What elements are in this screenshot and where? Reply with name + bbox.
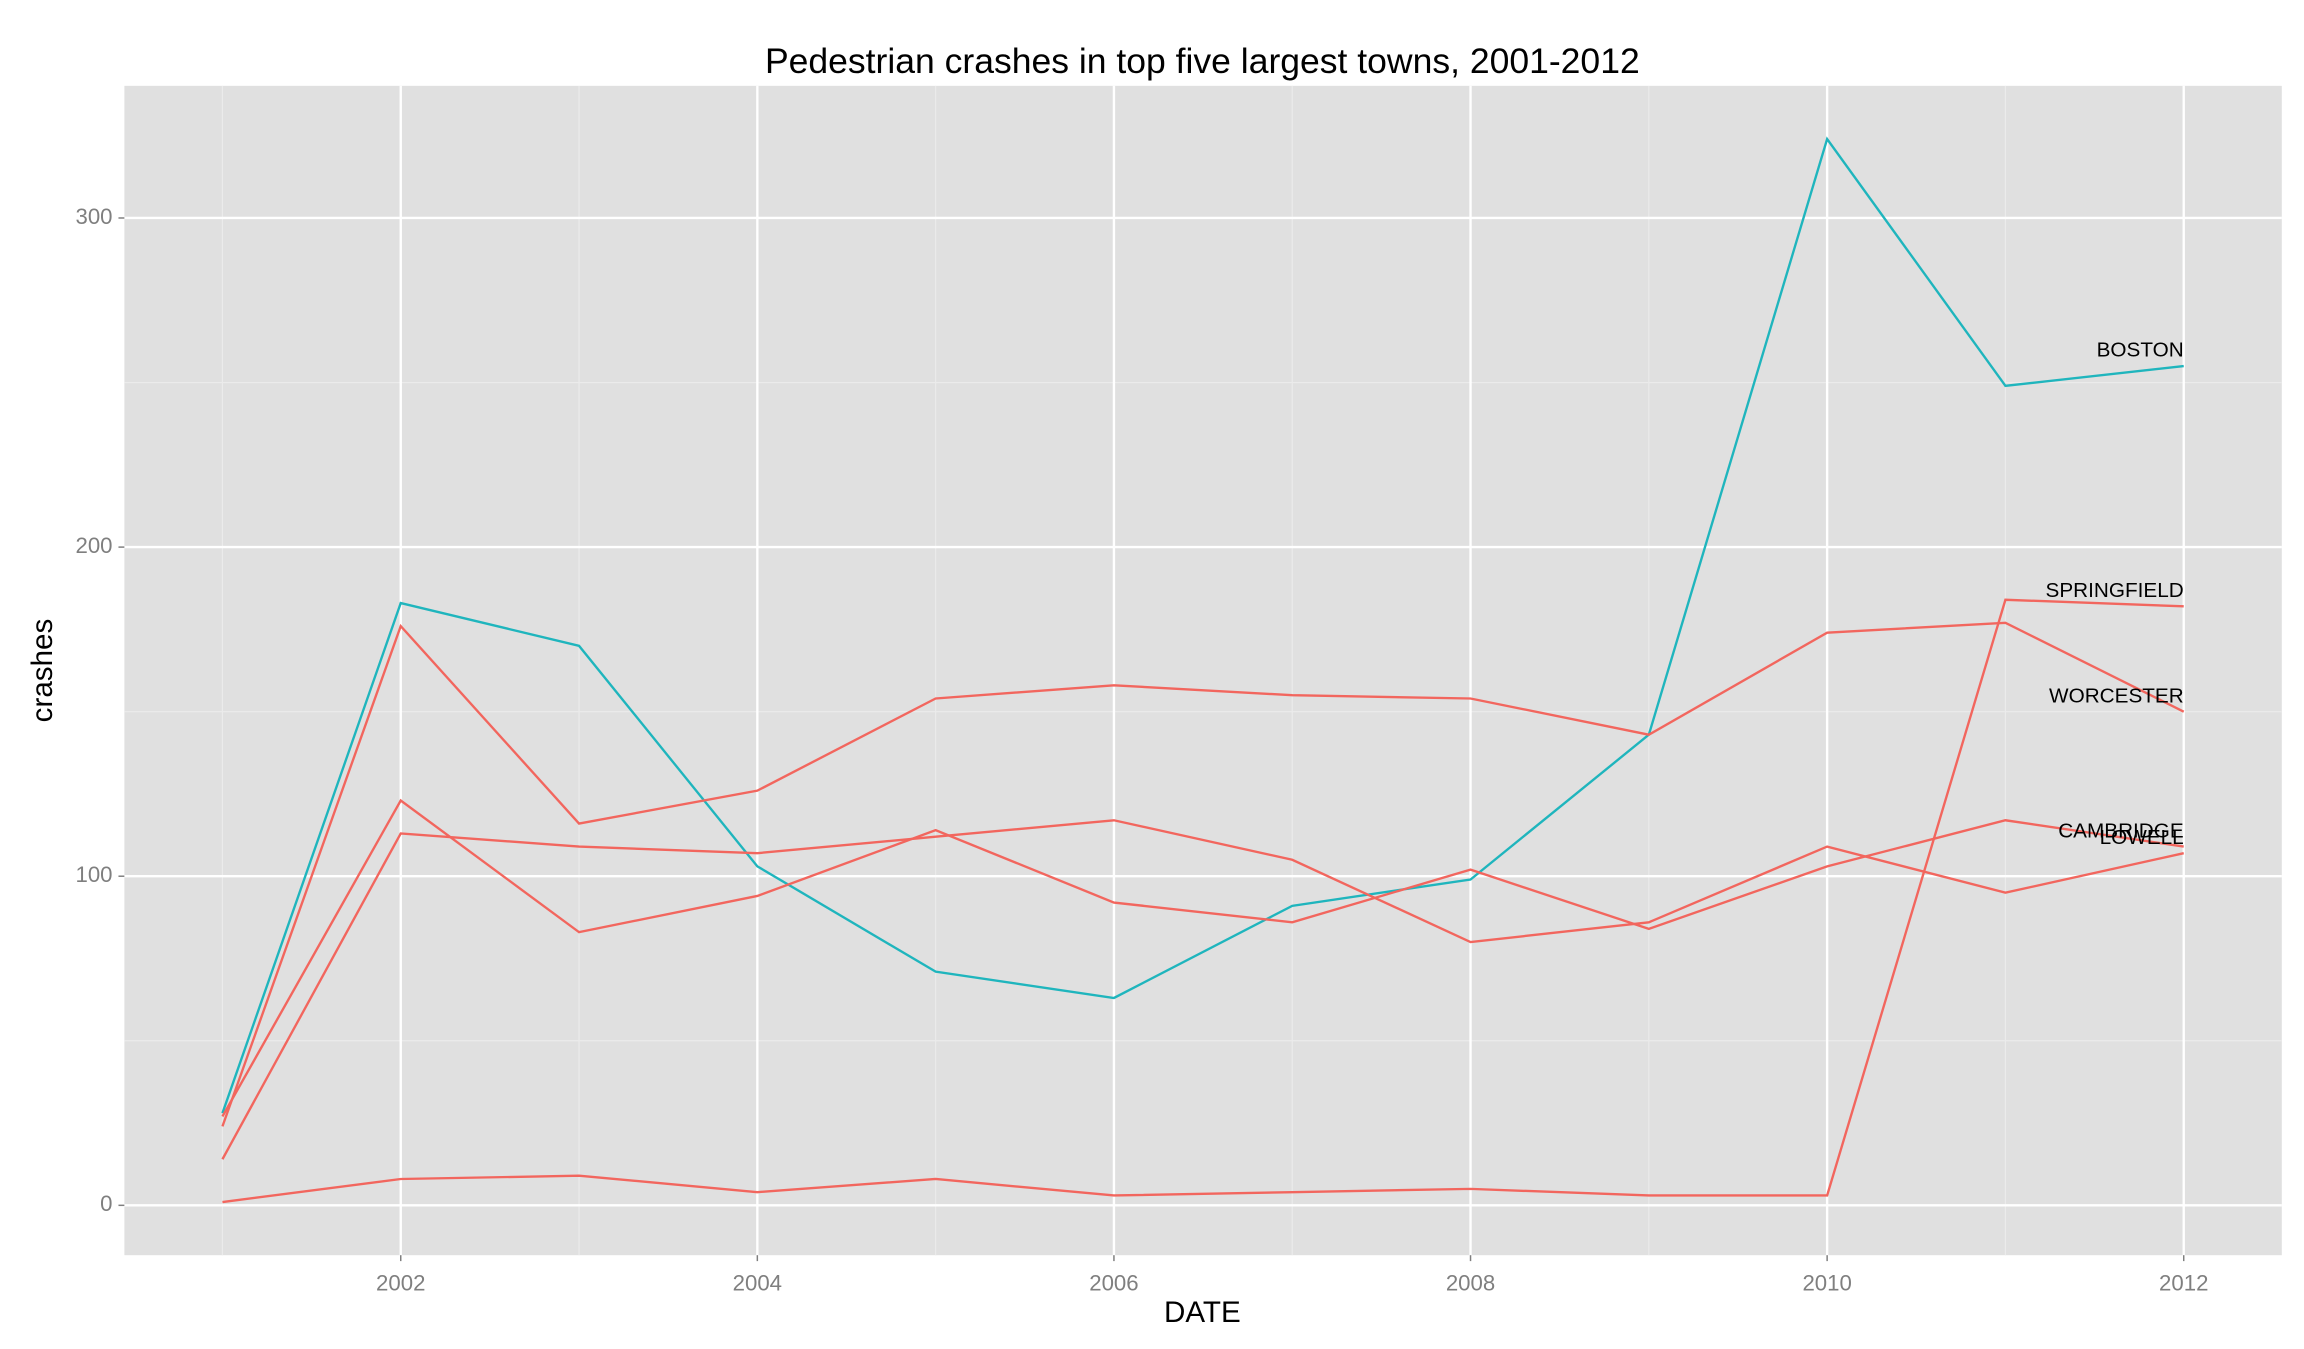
x-axis-title: DATE (1164, 1296, 1241, 1329)
y-tick-label: 200 (75, 533, 112, 558)
x-tick-label: 2012 (2159, 1271, 2208, 1296)
series-label: BOSTON (2097, 339, 2184, 362)
series-line (222, 598, 2184, 1204)
chart-title: Pedestrian crashes in top five largest t… (765, 41, 1640, 81)
series-label: CAMBRIDGE (2058, 819, 2184, 842)
plot-background (124, 85, 2282, 1256)
x-tick-label: 2006 (1089, 1271, 1138, 1296)
series-label: LOWELL (2100, 826, 2184, 849)
y-tick-label: 0 (100, 1191, 112, 1216)
series-line (221, 798, 2184, 1118)
y-tick-label: 300 (75, 204, 112, 229)
x-tick-label: 2002 (376, 1271, 425, 1296)
series-label: WORCESTER (2049, 684, 2184, 707)
y-tick-label: 100 (75, 862, 112, 887)
y-axis-title: crashes (26, 619, 59, 723)
series-label: SPRINGFIELD (2046, 579, 2184, 602)
x-tick-label: 2008 (1446, 1271, 1495, 1296)
x-tick-label: 2010 (1802, 1271, 1851, 1296)
series-line (221, 136, 2184, 1114)
x-tick-label: 2004 (733, 1271, 782, 1296)
series-line (221, 819, 2184, 1160)
series-line (221, 621, 2185, 1127)
